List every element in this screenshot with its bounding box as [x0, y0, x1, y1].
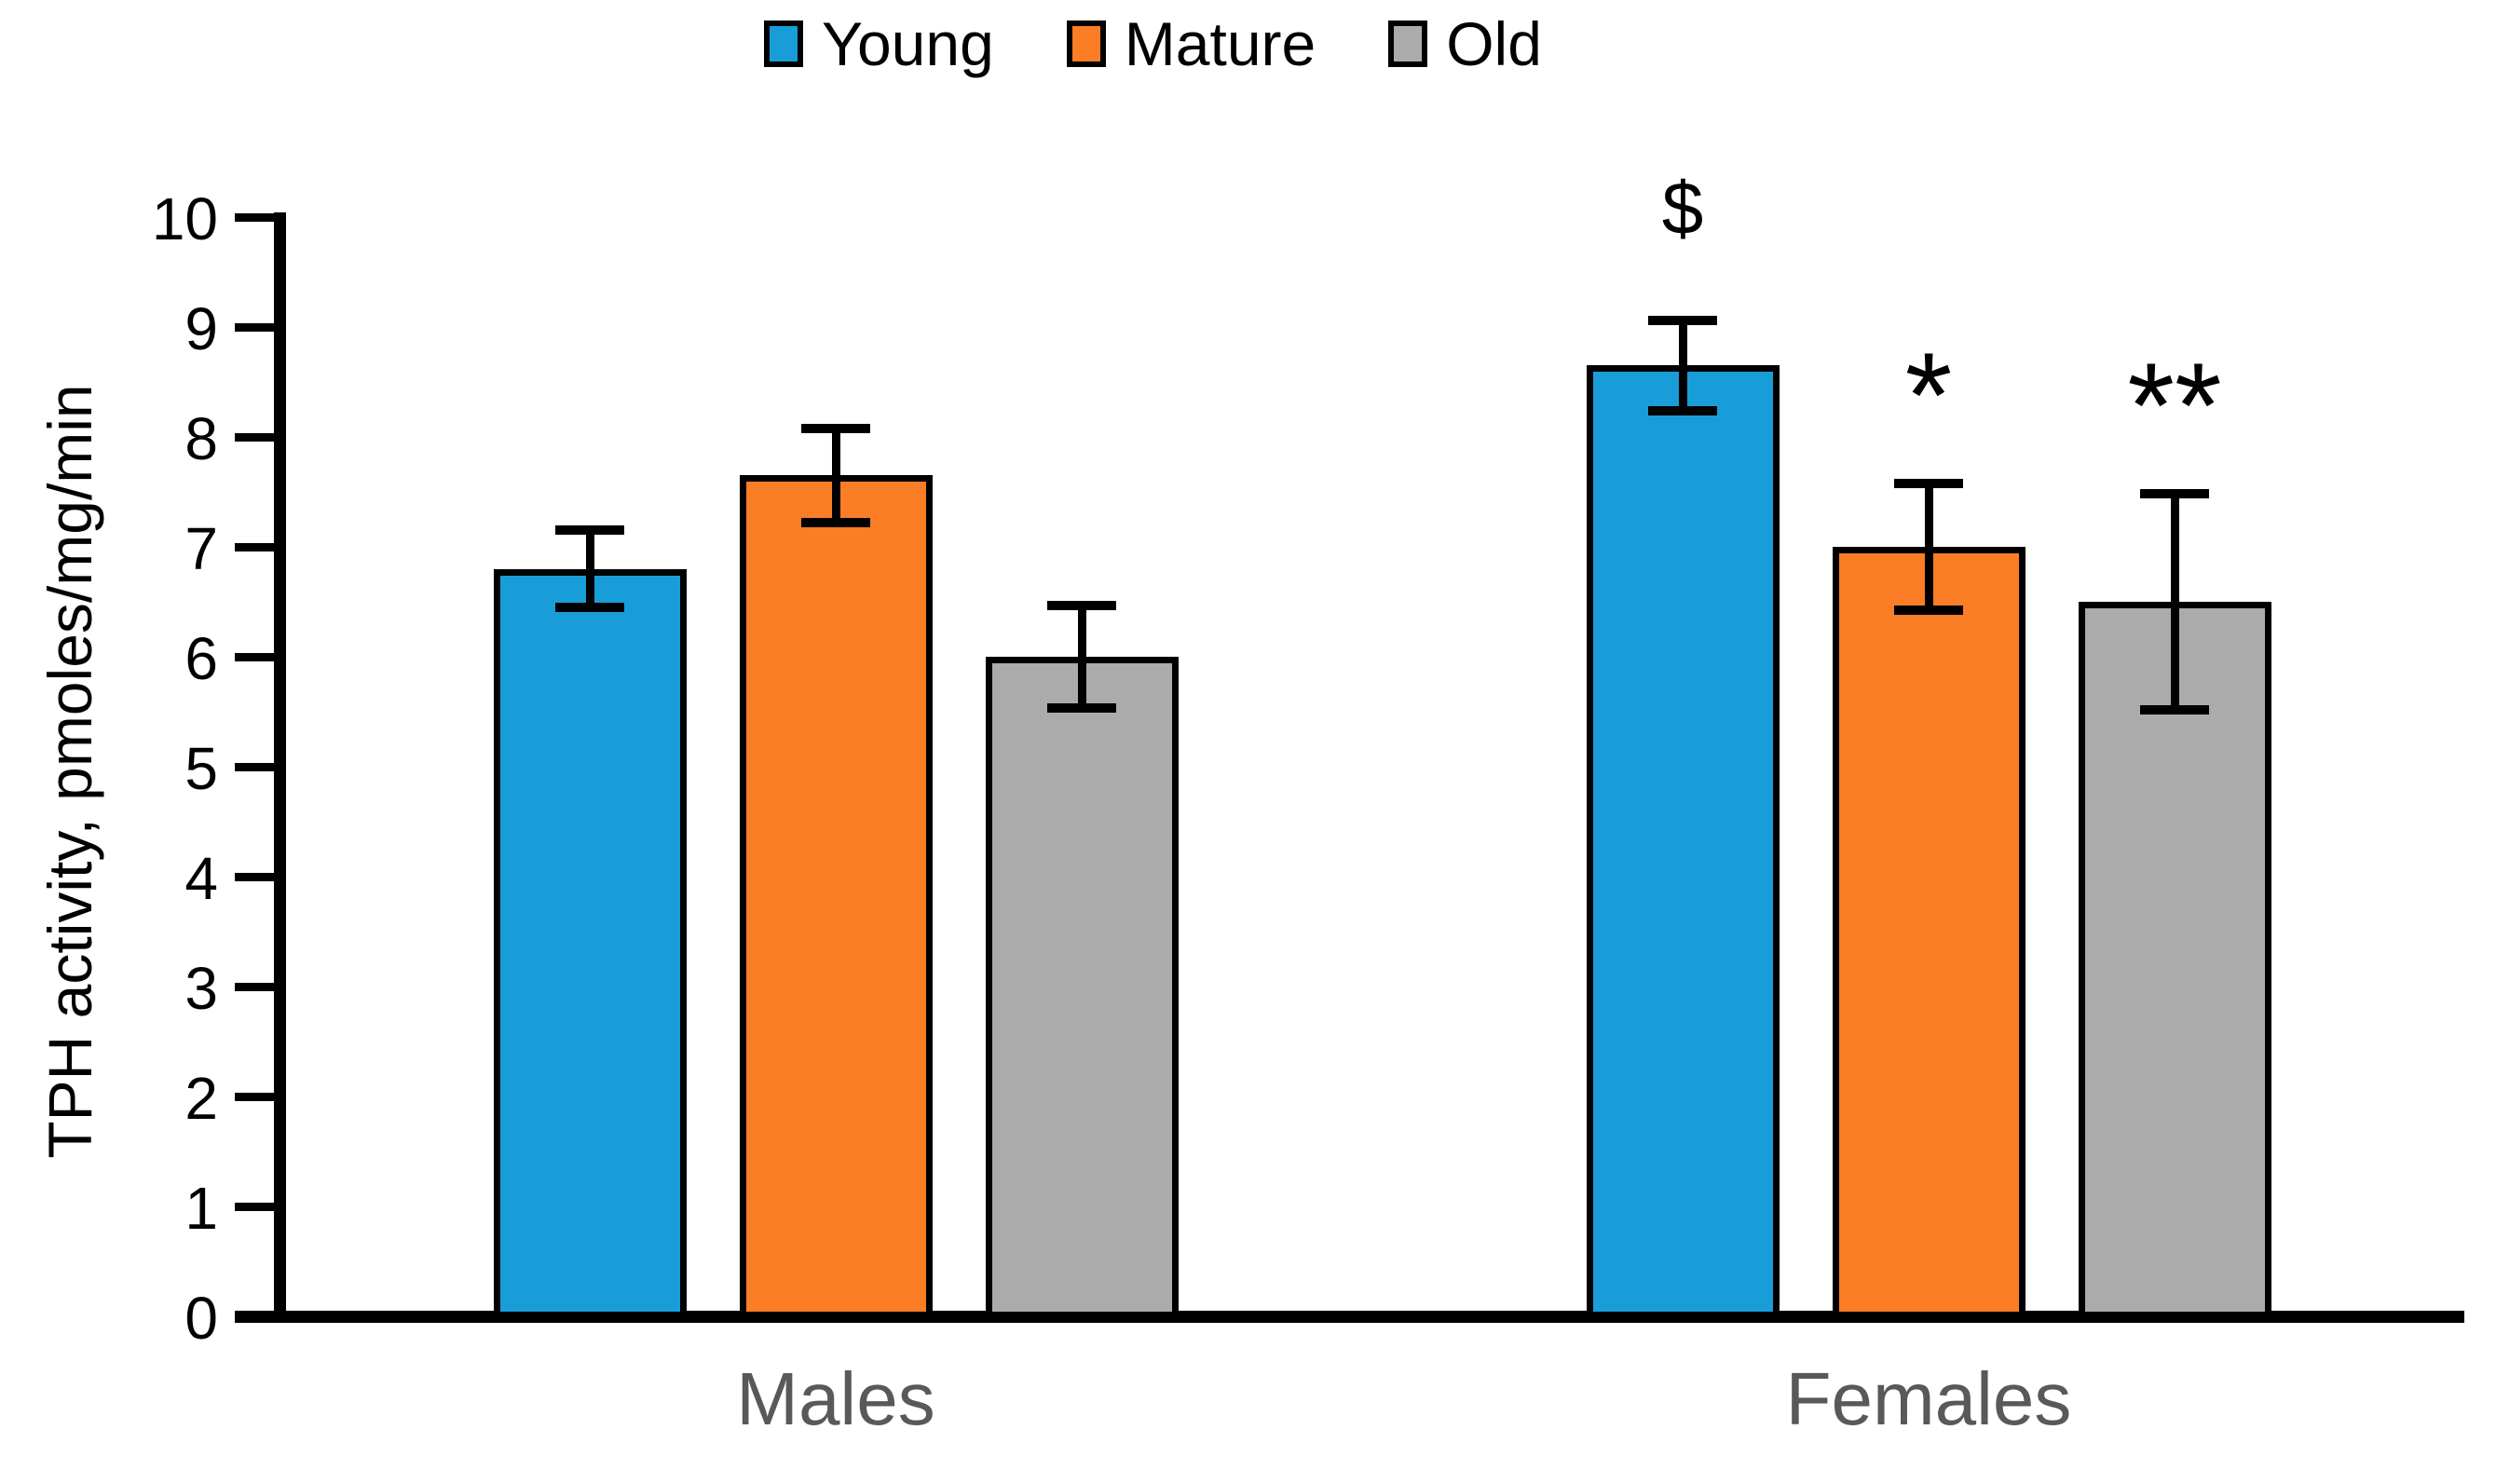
y-tick-label: 4	[184, 845, 218, 912]
error-bar-cap-bottom	[1648, 405, 1717, 415]
legend-label: Mature	[1124, 9, 1316, 78]
error-bar-cap-top	[1894, 478, 1963, 488]
legend-item-mature: Mature	[1066, 9, 1316, 78]
error-bar-stem	[1077, 605, 1086, 709]
significance-marker: **	[2127, 337, 2222, 474]
y-tick	[235, 982, 274, 991]
y-tick	[235, 1202, 274, 1211]
legend: Young Mature Old	[764, 13, 1542, 75]
legend-label: Young	[822, 9, 994, 78]
legend-swatch-icon	[1066, 20, 1106, 67]
y-tick-label: 10	[151, 185, 218, 252]
y-tick	[235, 872, 274, 881]
y-axis-line	[274, 212, 286, 1322]
bar-mature-males	[739, 475, 933, 1318]
y-tick	[235, 432, 274, 442]
significance-marker: *	[1904, 326, 1953, 463]
legend-label: Old	[1446, 9, 1542, 78]
error-bar-cap-top	[1047, 600, 1116, 610]
y-tick-label: 2	[184, 1065, 218, 1132]
error-bar-cap-top	[801, 423, 870, 433]
y-tick	[235, 212, 274, 222]
category-label-males: Males	[736, 1357, 935, 1440]
legend-swatch-icon	[1388, 20, 1428, 67]
error-bar-cap-bottom	[2140, 704, 2209, 715]
bar-young-females	[1586, 365, 1780, 1318]
legend-item-young: Young	[764, 13, 994, 75]
error-bar-cap-top	[2140, 489, 2209, 499]
y-tick-label: 7	[184, 515, 218, 582]
y-axis-title: TPH activity, pmoles/mg/min	[35, 384, 104, 1159]
error-bar-cap-bottom	[1047, 703, 1116, 714]
y-tick	[235, 652, 274, 661]
significance-marker: $	[1661, 166, 1704, 250]
legend-swatch-icon	[764, 20, 803, 67]
error-bar-stem	[1924, 483, 1933, 611]
y-tick-label: 1	[184, 1175, 218, 1242]
bar-young-males	[493, 568, 687, 1318]
error-bar-cap-top	[555, 525, 624, 536]
y-tick-label: 5	[184, 735, 218, 802]
error-bar-stem	[831, 428, 840, 524]
error-bar-cap-top	[1648, 315, 1717, 325]
y-tick-label: 6	[184, 625, 218, 692]
error-bar-stem	[585, 530, 594, 607]
y-tick	[235, 1092, 274, 1101]
y-tick-label: 0	[184, 1285, 218, 1352]
legend-item-old: Old	[1388, 13, 1542, 75]
category-label-females: Females	[1785, 1357, 2072, 1440]
error-bar-cap-bottom	[555, 602, 624, 612]
error-bar-cap-bottom	[801, 518, 870, 528]
error-bar-cap-bottom	[1894, 606, 1963, 616]
bar-old-males	[985, 657, 1179, 1318]
error-bar-stem	[1678, 320, 1687, 411]
y-tick-label: 8	[184, 405, 218, 472]
bar-mature-females	[1832, 547, 2025, 1318]
y-tick-label: 3	[184, 955, 218, 1022]
error-bar-stem	[2170, 494, 2179, 710]
y-tick	[235, 1312, 274, 1321]
y-tick	[235, 542, 274, 551]
y-tick	[235, 762, 274, 771]
y-tick-label: 9	[184, 295, 218, 362]
y-tick	[235, 322, 274, 332]
bar-old-females	[2078, 602, 2271, 1318]
